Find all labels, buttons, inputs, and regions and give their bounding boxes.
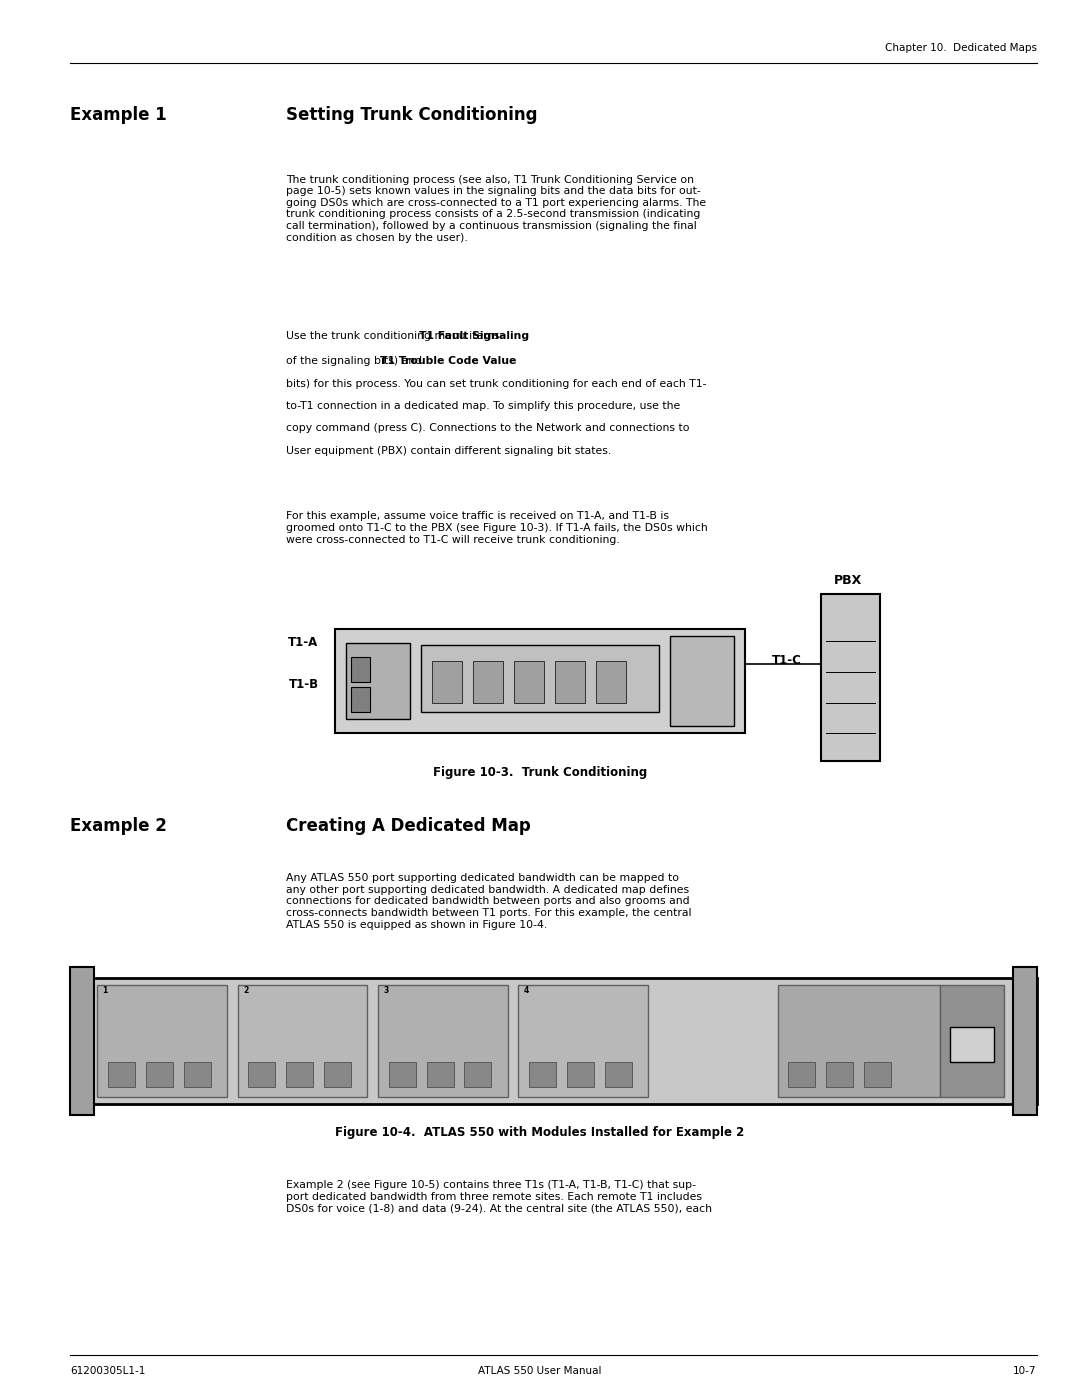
Bar: [351, 657, 370, 682]
Text: to-T1 connection in a dedicated map. To simplify this procedure, use the: to-T1 connection in a dedicated map. To …: [286, 401, 680, 411]
FancyBboxPatch shape: [518, 985, 648, 1097]
FancyBboxPatch shape: [70, 978, 1037, 1104]
FancyBboxPatch shape: [821, 594, 880, 761]
FancyBboxPatch shape: [335, 629, 745, 733]
Text: T1-C: T1-C: [772, 654, 802, 668]
Text: 1: 1: [103, 986, 108, 995]
Bar: [605, 1062, 632, 1087]
Bar: [514, 661, 544, 703]
Text: Creating A Dedicated Map: Creating A Dedicated Map: [286, 817, 531, 835]
Bar: [286, 1062, 313, 1087]
Bar: [389, 1062, 416, 1087]
Text: The trunk conditioning process (see also, T1 Trunk Conditioning Service on
page : The trunk conditioning process (see also…: [286, 175, 706, 243]
Bar: [567, 1062, 594, 1087]
Text: ATLAS 550 User Manual: ATLAS 550 User Manual: [478, 1366, 602, 1376]
Text: copy command (press C). Connections to the Network and connections to: copy command (press C). Connections to t…: [286, 423, 690, 433]
FancyBboxPatch shape: [950, 1027, 994, 1062]
Text: 10-7: 10-7: [1013, 1366, 1037, 1376]
Bar: [529, 1062, 556, 1087]
FancyBboxPatch shape: [1013, 967, 1037, 1115]
Text: Figure 10-4.  ATLAS 550 with Modules Installed for Example 2: Figure 10-4. ATLAS 550 with Modules Inst…: [336, 1126, 744, 1139]
Bar: [826, 1062, 853, 1087]
Bar: [146, 1062, 173, 1087]
FancyBboxPatch shape: [238, 985, 367, 1097]
Bar: [184, 1062, 211, 1087]
Text: 4: 4: [524, 986, 529, 995]
Bar: [108, 1062, 135, 1087]
FancyBboxPatch shape: [346, 643, 410, 719]
Text: PBX: PBX: [834, 574, 862, 587]
FancyBboxPatch shape: [778, 985, 940, 1097]
Text: 61200305L1-1: 61200305L1-1: [70, 1366, 146, 1376]
Bar: [427, 1062, 454, 1087]
Text: Figure 10-3.  Trunk Conditioning: Figure 10-3. Trunk Conditioning: [433, 766, 647, 778]
Bar: [788, 1062, 815, 1087]
Text: of the signaling bits) and: of the signaling bits) and: [286, 356, 426, 366]
Text: Example 2: Example 2: [70, 817, 167, 835]
Text: Example 2 (see Figure 10-5) contains three T1s (T1-A, T1-B, T1-C) that sup-
port: Example 2 (see Figure 10-5) contains thr…: [286, 1180, 712, 1214]
Bar: [248, 1062, 275, 1087]
Bar: [555, 661, 585, 703]
FancyBboxPatch shape: [670, 636, 734, 726]
Text: T1-B: T1-B: [288, 678, 319, 692]
FancyBboxPatch shape: [97, 985, 227, 1097]
FancyBboxPatch shape: [940, 985, 1004, 1097]
Bar: [351, 687, 370, 712]
Bar: [432, 661, 462, 703]
Text: For this example, assume voice traffic is received on T1-A, and T1-B is
groomed : For this example, assume voice traffic i…: [286, 511, 708, 545]
Bar: [864, 1062, 891, 1087]
Bar: [324, 1062, 351, 1087]
Text: Use the trunk conditioning menu items: Use the trunk conditioning menu items: [286, 331, 503, 341]
Text: Any ATLAS 550 port supporting dedicated bandwidth can be mapped to
any other por: Any ATLAS 550 port supporting dedicated …: [286, 873, 691, 929]
Text: T1 Fault Signaling: T1 Fault Signaling: [419, 331, 528, 341]
FancyBboxPatch shape: [378, 985, 508, 1097]
Text: Chapter 10.  Dedicated Maps: Chapter 10. Dedicated Maps: [885, 43, 1037, 53]
Text: Setting Trunk Conditioning: Setting Trunk Conditioning: [286, 106, 538, 124]
Text: T1-A: T1-A: [288, 636, 319, 650]
FancyBboxPatch shape: [70, 967, 94, 1115]
Bar: [596, 661, 626, 703]
FancyBboxPatch shape: [421, 645, 659, 712]
Text: 3: 3: [383, 986, 389, 995]
Text: 2: 2: [243, 986, 248, 995]
Text: T1 Trouble Code Value: T1 Trouble Code Value: [380, 356, 516, 366]
Bar: [473, 661, 503, 703]
Text: Example 1: Example 1: [70, 106, 167, 124]
Text: bits) for this process. You can set trunk conditioning for each end of each T1-: bits) for this process. You can set trun…: [286, 379, 706, 388]
Text: User equipment (PBX) contain different signaling bit states.: User equipment (PBX) contain different s…: [286, 446, 611, 455]
Bar: [464, 1062, 491, 1087]
